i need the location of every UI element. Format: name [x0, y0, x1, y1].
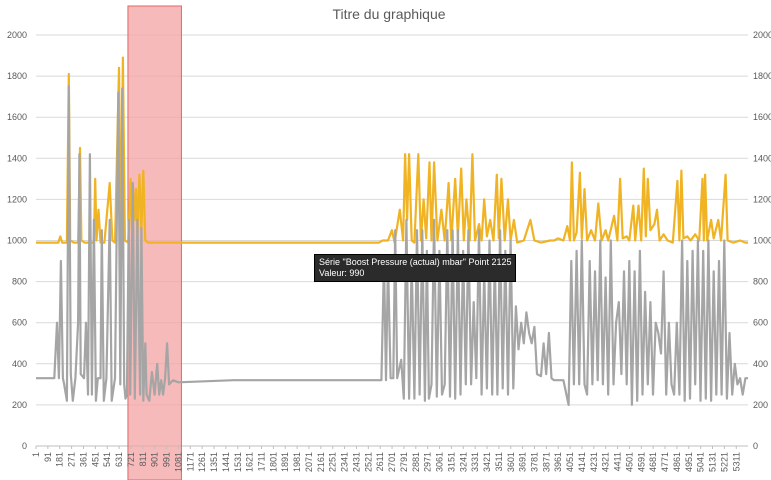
- x-tick-label: 451: [90, 452, 100, 467]
- x-tick-label: 1621: [245, 452, 255, 472]
- x-tick-label: 4591: [636, 452, 646, 472]
- x-tick-label: 4231: [589, 452, 599, 472]
- x-tick-label: 4951: [684, 452, 694, 472]
- x-tick-label: 3421: [482, 452, 492, 472]
- x-tick-label: 2431: [352, 452, 362, 472]
- y-tick-label: 1200: [7, 194, 27, 204]
- x-tick-label: 3871: [541, 452, 551, 472]
- y-tick-label: 1600: [7, 112, 27, 122]
- x-tick-label: 4861: [672, 452, 682, 472]
- x-tick-label: 4141: [577, 452, 587, 472]
- y-axis-right: 0 200 400 600 800 1000 1200 1400 1600 1800 2000: [753, 30, 771, 451]
- y2-tick-label: 1400: [753, 153, 771, 163]
- x-tick-label: 631: [114, 452, 124, 467]
- tooltip-value-line: Valeur: 990: [319, 268, 365, 278]
- x-tick-label: 2341: [340, 452, 350, 472]
- y2-tick-label: 0: [753, 441, 758, 451]
- x-axis: 1 91 181 271 361 451 541 631 721 811 901 991 1081 117…: [31, 446, 741, 472]
- x-tick-label: 3331: [470, 452, 480, 472]
- x-tick-label: 2161: [316, 452, 326, 472]
- x-tick-label: 5131: [708, 452, 718, 472]
- series-line-1: [36, 56, 748, 244]
- x-tick-label: 2881: [411, 452, 421, 472]
- x-tick-label: 2971: [423, 452, 433, 472]
- x-tick-label: 4411: [613, 452, 623, 471]
- chart-title: Titre du graphique: [332, 6, 445, 22]
- x-tick-label: 811: [138, 452, 148, 466]
- x-tick-label: 4321: [601, 452, 611, 472]
- y2-tick-label: 1600: [753, 112, 771, 122]
- x-tick-label: 5221: [719, 452, 729, 472]
- x-tick-label: 2701: [387, 452, 397, 472]
- x-tick-label: 3781: [530, 452, 540, 472]
- x-tick-label: 2251: [328, 452, 338, 472]
- x-tick-label: 181: [55, 452, 65, 467]
- x-tick-label: 991: [162, 452, 172, 467]
- x-tick-label: 1081: [173, 452, 183, 472]
- y2-tick-label: 200: [753, 400, 768, 410]
- y-tick-label: 400: [12, 359, 27, 369]
- x-tick-label: 1711: [257, 452, 267, 471]
- x-tick-label: 3061: [435, 452, 445, 472]
- y2-tick-label: 400: [753, 359, 768, 369]
- x-tick-label: 1441: [221, 452, 231, 472]
- x-tick-label: 1981: [292, 452, 302, 472]
- x-tick-label: 3601: [506, 452, 516, 472]
- y-tick-label: 1000: [7, 236, 27, 246]
- x-tick-label: 5041: [696, 452, 706, 472]
- x-tick-label: 2611: [375, 452, 385, 471]
- x-tick-label: 5311: [731, 452, 741, 471]
- y-axis-left: 0 200 400 600 800 1000 1200 1400 1600 1800 2000: [7, 30, 27, 451]
- y-tick-label: 2000: [7, 30, 27, 40]
- x-tick-label: 4501: [624, 452, 634, 472]
- x-tick-label: 1891: [280, 452, 290, 472]
- y2-tick-label: 800: [753, 277, 768, 287]
- x-tick-label: 1: [31, 452, 41, 457]
- x-tick-label: 1171: [185, 452, 195, 471]
- x-tick-label: 4681: [648, 452, 658, 472]
- series-line-2: [36, 85, 748, 406]
- y2-tick-label: 600: [753, 318, 768, 328]
- y2-tick-label: 1000: [753, 236, 771, 246]
- x-tick-label: 361: [79, 452, 89, 467]
- x-tick-label: 2791: [399, 452, 409, 472]
- x-tick-label: 541: [102, 452, 112, 467]
- x-tick-label: 3961: [553, 452, 563, 472]
- x-tick-label: 1261: [197, 452, 207, 472]
- x-tick-label: 1531: [233, 452, 243, 472]
- y-tick-label: 0: [22, 441, 27, 451]
- x-tick-label: 3511: [494, 452, 504, 471]
- x-tick-label: 1801: [268, 452, 278, 472]
- x-tick-label: 4051: [565, 452, 575, 472]
- y2-tick-label: 1800: [753, 71, 771, 81]
- y2-tick-label: 1200: [753, 194, 771, 204]
- y-tick-label: 600: [12, 318, 27, 328]
- tooltip-series-line: Série "Boost Pressure (actual) mbar" Poi…: [319, 257, 512, 267]
- x-tick-label: 3241: [458, 452, 468, 472]
- x-tick-label: 2521: [363, 452, 373, 472]
- x-tick-label: 3151: [446, 452, 456, 472]
- x-tick-label: 4771: [660, 452, 670, 472]
- x-tick-label: 3691: [518, 452, 528, 472]
- x-tick-label: 91: [43, 452, 53, 462]
- data-point-tooltip: Série "Boost Pressure (actual) mbar" Poi…: [314, 254, 517, 282]
- x-tick-label: 271: [67, 452, 77, 467]
- y-tick-label: 200: [12, 400, 27, 410]
- y-tick-label: 1800: [7, 71, 27, 81]
- x-tick-label: 1351: [209, 452, 219, 472]
- x-tick-label: 2071: [304, 452, 314, 472]
- y-tick-label: 1400: [7, 153, 27, 163]
- x-tick-label: 721: [126, 452, 136, 467]
- series-lines: [36, 56, 748, 406]
- y2-tick-label: 2000: [753, 30, 771, 40]
- y-tick-label: 800: [12, 277, 27, 287]
- x-tick-label: 901: [150, 452, 160, 467]
